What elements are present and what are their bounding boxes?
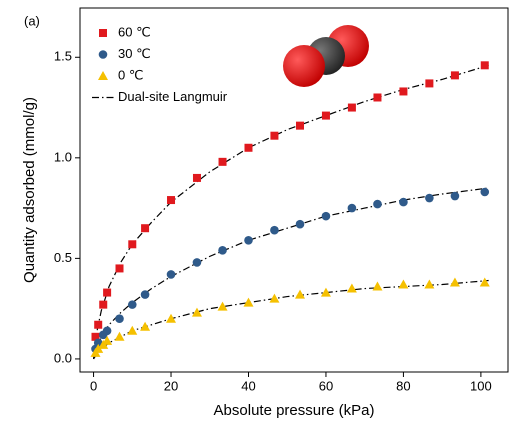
point bbox=[166, 270, 176, 279]
x-tick-label: 0 bbox=[90, 378, 97, 393]
x-tick-label: 100 bbox=[470, 378, 492, 393]
fit-curve bbox=[93, 279, 489, 360]
point bbox=[480, 61, 489, 70]
point bbox=[243, 297, 254, 307]
point bbox=[192, 173, 201, 182]
point bbox=[399, 197, 408, 207]
point bbox=[295, 289, 306, 299]
y-axis-title: Quantity adsorbed (mmol/g) bbox=[21, 97, 38, 283]
legend-label: Dual-site Langmuir bbox=[118, 89, 228, 104]
plot-frame bbox=[79, 7, 509, 373]
x-tick-label: 80 bbox=[396, 378, 410, 393]
point bbox=[114, 331, 125, 341]
legend-label: 30 ℃ bbox=[118, 46, 151, 61]
point bbox=[320, 287, 331, 297]
legend-label: 0 ℃ bbox=[118, 67, 143, 82]
y-tick-label: 1.5 bbox=[54, 49, 72, 64]
point bbox=[373, 199, 382, 209]
point bbox=[321, 211, 331, 221]
point bbox=[127, 300, 137, 309]
point bbox=[347, 203, 357, 213]
point bbox=[346, 283, 357, 293]
point bbox=[115, 314, 124, 324]
point bbox=[94, 320, 103, 329]
x-tick-label: 60 bbox=[319, 378, 333, 393]
point bbox=[270, 225, 279, 235]
point bbox=[99, 300, 108, 309]
point bbox=[295, 219, 305, 229]
x-axis-title: Absolute pressure (kPa) bbox=[214, 402, 375, 419]
point bbox=[167, 196, 176, 205]
panel-label: (a) bbox=[24, 13, 40, 28]
point bbox=[191, 307, 202, 317]
x-tick-label: 20 bbox=[164, 378, 178, 393]
point bbox=[91, 332, 100, 341]
point bbox=[480, 187, 490, 197]
point bbox=[296, 121, 305, 130]
point bbox=[93, 338, 103, 348]
point bbox=[321, 111, 330, 120]
point bbox=[141, 224, 150, 233]
fit-curve bbox=[92, 64, 489, 360]
point bbox=[93, 343, 104, 353]
point bbox=[115, 264, 124, 273]
legend-marker bbox=[98, 71, 108, 80]
x-tick-label: 40 bbox=[241, 378, 255, 393]
point bbox=[244, 235, 253, 245]
point bbox=[140, 321, 151, 331]
point bbox=[166, 313, 177, 323]
point bbox=[398, 279, 409, 289]
legend-marker bbox=[99, 29, 107, 37]
fit-curve bbox=[92, 187, 489, 360]
y-tick-label: 0.0 bbox=[54, 350, 72, 365]
y-tick-label: 1.0 bbox=[54, 149, 72, 164]
point bbox=[450, 191, 460, 201]
point bbox=[192, 258, 202, 267]
point bbox=[103, 288, 112, 297]
point bbox=[218, 246, 227, 255]
point bbox=[347, 103, 356, 112]
point bbox=[449, 277, 460, 287]
point bbox=[399, 87, 408, 96]
point bbox=[425, 193, 434, 203]
point bbox=[425, 79, 434, 88]
point bbox=[373, 93, 382, 102]
point bbox=[450, 71, 459, 80]
point bbox=[102, 335, 113, 345]
legend-label: 60 ℃ bbox=[118, 24, 151, 39]
point bbox=[424, 279, 435, 289]
co2-molecule bbox=[283, 25, 369, 87]
point bbox=[270, 131, 279, 140]
point bbox=[479, 277, 490, 287]
point bbox=[102, 326, 112, 336]
y-tick-label: 0.5 bbox=[54, 250, 72, 265]
point bbox=[244, 143, 253, 152]
point bbox=[217, 301, 228, 311]
legend-marker bbox=[98, 50, 108, 59]
point bbox=[218, 157, 227, 166]
point bbox=[140, 290, 150, 299]
point bbox=[269, 293, 280, 303]
point bbox=[128, 240, 137, 249]
point bbox=[127, 325, 138, 335]
point bbox=[372, 281, 383, 291]
